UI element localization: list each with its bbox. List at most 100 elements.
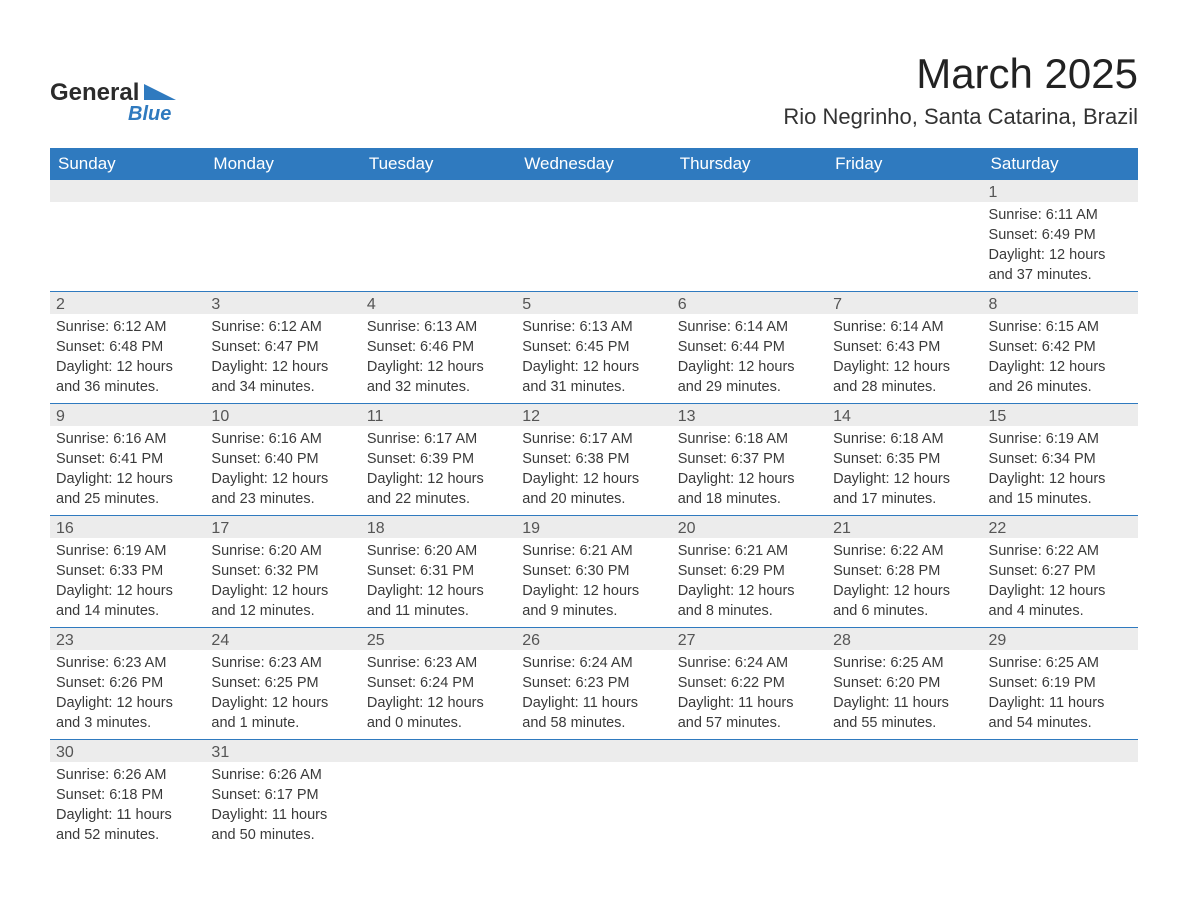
- day-number: 6: [672, 292, 827, 314]
- sunrise-line: Sunrise: 6:18 AM: [833, 429, 976, 449]
- day-body: Sunrise: 6:23 AMSunset: 6:26 PMDaylight:…: [50, 650, 205, 739]
- sunrise-line: Sunrise: 6:19 AM: [989, 429, 1132, 449]
- daylight-line: Daylight: 12 hours and 4 minutes.: [989, 581, 1132, 621]
- calendar-day-cell: 16Sunrise: 6:19 AMSunset: 6:33 PMDayligh…: [50, 516, 205, 628]
- sunrise-line: Sunrise: 6:12 AM: [56, 317, 199, 337]
- brand-text-bottom: Blue: [128, 103, 171, 125]
- sunset-line: Sunset: 6:49 PM: [989, 225, 1132, 245]
- day-number: 10: [205, 404, 360, 426]
- calendar-day-cell: 1Sunrise: 6:11 AMSunset: 6:49 PMDaylight…: [983, 180, 1138, 292]
- calendar-day-cell: 18Sunrise: 6:20 AMSunset: 6:31 PMDayligh…: [361, 516, 516, 628]
- day-number: 22: [983, 516, 1138, 538]
- day-number: 9: [50, 404, 205, 426]
- daylight-line: Daylight: 11 hours and 58 minutes.: [522, 693, 665, 733]
- day-body: Sunrise: 6:21 AMSunset: 6:30 PMDaylight:…: [516, 538, 671, 627]
- day-number: 23: [50, 628, 205, 650]
- daylight-line: Daylight: 12 hours and 26 minutes.: [989, 357, 1132, 397]
- sunrise-line: Sunrise: 6:20 AM: [367, 541, 510, 561]
- day-body: Sunrise: 6:14 AMSunset: 6:44 PMDaylight:…: [672, 314, 827, 403]
- sunset-line: Sunset: 6:48 PM: [56, 337, 199, 357]
- day-body: [672, 202, 827, 284]
- day-number: [361, 740, 516, 762]
- day-number: 19: [516, 516, 671, 538]
- day-body: [361, 202, 516, 284]
- sunset-line: Sunset: 6:28 PM: [833, 561, 976, 581]
- day-body: Sunrise: 6:12 AMSunset: 6:47 PMDaylight:…: [205, 314, 360, 403]
- day-body: [827, 762, 982, 844]
- brand-triangle-icon: [144, 84, 176, 100]
- sunrise-line: Sunrise: 6:22 AM: [833, 541, 976, 561]
- day-body: Sunrise: 6:19 AMSunset: 6:34 PMDaylight:…: [983, 426, 1138, 515]
- sunrise-line: Sunrise: 6:26 AM: [211, 765, 354, 785]
- sunrise-line: Sunrise: 6:24 AM: [678, 653, 821, 673]
- day-body: Sunrise: 6:23 AMSunset: 6:24 PMDaylight:…: [361, 650, 516, 739]
- calendar-day-cell: [672, 740, 827, 852]
- day-number: [50, 180, 205, 202]
- sunrise-line: Sunrise: 6:16 AM: [211, 429, 354, 449]
- sunrise-line: Sunrise: 6:21 AM: [678, 541, 821, 561]
- page-title: March 2025: [783, 50, 1138, 98]
- sunset-line: Sunset: 6:26 PM: [56, 673, 199, 693]
- day-number: 8: [983, 292, 1138, 314]
- day-number: 29: [983, 628, 1138, 650]
- day-number: [516, 180, 671, 202]
- calendar-day-cell: 24Sunrise: 6:23 AMSunset: 6:25 PMDayligh…: [205, 628, 360, 740]
- calendar-day-cell: 19Sunrise: 6:21 AMSunset: 6:30 PMDayligh…: [516, 516, 671, 628]
- calendar-day-cell: 25Sunrise: 6:23 AMSunset: 6:24 PMDayligh…: [361, 628, 516, 740]
- daylight-line: Daylight: 11 hours and 54 minutes.: [989, 693, 1132, 733]
- day-number: 28: [827, 628, 982, 650]
- brand-logo: General Blue: [50, 78, 200, 130]
- calendar-day-cell: 27Sunrise: 6:24 AMSunset: 6:22 PMDayligh…: [672, 628, 827, 740]
- day-body: Sunrise: 6:24 AMSunset: 6:22 PMDaylight:…: [672, 650, 827, 739]
- day-body: Sunrise: 6:16 AMSunset: 6:40 PMDaylight:…: [205, 426, 360, 515]
- sunset-line: Sunset: 6:32 PM: [211, 561, 354, 581]
- calendar-week-row: 16Sunrise: 6:19 AMSunset: 6:33 PMDayligh…: [50, 516, 1138, 628]
- day-body: [361, 762, 516, 844]
- day-body: [672, 762, 827, 844]
- sunset-line: Sunset: 6:47 PM: [211, 337, 354, 357]
- sunrise-line: Sunrise: 6:18 AM: [678, 429, 821, 449]
- sunset-line: Sunset: 6:46 PM: [367, 337, 510, 357]
- calendar-day-cell: 11Sunrise: 6:17 AMSunset: 6:39 PMDayligh…: [361, 404, 516, 516]
- day-number: [361, 180, 516, 202]
- calendar-day-cell: 23Sunrise: 6:23 AMSunset: 6:26 PMDayligh…: [50, 628, 205, 740]
- dow-header: Sunday: [50, 148, 205, 180]
- day-number: [205, 180, 360, 202]
- dow-header: Wednesday: [516, 148, 671, 180]
- day-body: Sunrise: 6:17 AMSunset: 6:39 PMDaylight:…: [361, 426, 516, 515]
- daylight-line: Daylight: 12 hours and 37 minutes.: [989, 245, 1132, 285]
- calendar-day-cell: [50, 180, 205, 292]
- day-number: 26: [516, 628, 671, 650]
- day-number: 4: [361, 292, 516, 314]
- day-number: 15: [983, 404, 1138, 426]
- calendar-header-row: Sunday Monday Tuesday Wednesday Thursday…: [50, 148, 1138, 180]
- sunset-line: Sunset: 6:22 PM: [678, 673, 821, 693]
- daylight-line: Daylight: 12 hours and 11 minutes.: [367, 581, 510, 621]
- calendar-day-cell: [361, 740, 516, 852]
- daylight-line: Daylight: 12 hours and 29 minutes.: [678, 357, 821, 397]
- daylight-line: Daylight: 12 hours and 34 minutes.: [211, 357, 354, 397]
- sunset-line: Sunset: 6:43 PM: [833, 337, 976, 357]
- day-number: [827, 740, 982, 762]
- sunrise-line: Sunrise: 6:25 AM: [989, 653, 1132, 673]
- day-number: [672, 180, 827, 202]
- day-body: [205, 202, 360, 284]
- sunrise-line: Sunrise: 6:14 AM: [833, 317, 976, 337]
- daylight-line: Daylight: 12 hours and 14 minutes.: [56, 581, 199, 621]
- calendar-day-cell: [516, 180, 671, 292]
- calendar-day-cell: 29 Sunrise: 6:25 AMSunset: 6:19 PMDayligh…: [983, 628, 1138, 740]
- day-body: Sunrise: 6:11 AMSunset: 6:49 PMDaylight:…: [983, 202, 1138, 291]
- sunset-line: Sunset: 6:23 PM: [522, 673, 665, 693]
- daylight-line: Daylight: 11 hours and 52 minutes.: [56, 805, 199, 845]
- daylight-line: Daylight: 12 hours and 22 minutes.: [367, 469, 510, 509]
- day-number: 12: [516, 404, 671, 426]
- daylight-line: Daylight: 12 hours and 3 minutes.: [56, 693, 199, 733]
- sunset-line: Sunset: 6:35 PM: [833, 449, 976, 469]
- calendar-day-cell: 21Sunrise: 6:22 AMSunset: 6:28 PMDayligh…: [827, 516, 982, 628]
- sunset-line: Sunset: 6:19 PM: [989, 673, 1132, 693]
- day-body: Sunrise: 6:18 AMSunset: 6:37 PMDaylight:…: [672, 426, 827, 515]
- sunrise-line: Sunrise: 6:13 AM: [522, 317, 665, 337]
- day-body: Sunrise: 6:14 AMSunset: 6:43 PMDaylight:…: [827, 314, 982, 403]
- sunset-line: Sunset: 6:44 PM: [678, 337, 821, 357]
- dow-header: Friday: [827, 148, 982, 180]
